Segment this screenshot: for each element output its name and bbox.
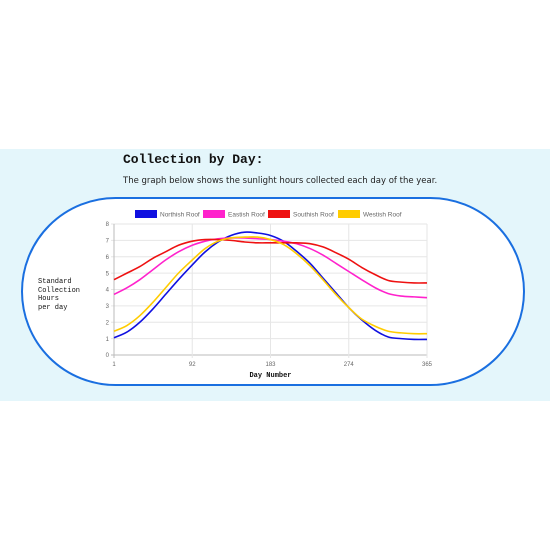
y-axis-label-line: Standard	[38, 278, 72, 286]
legend-label: Westish Roof	[363, 212, 402, 219]
y-tick-label: 7	[106, 239, 110, 245]
legend-swatch	[203, 210, 225, 218]
legend-swatch	[338, 210, 360, 218]
y-axis-label: Standard Collection Hours per day	[38, 278, 108, 312]
legend-label: Eastish Roof	[228, 212, 265, 219]
section-description: The graph below shows the sunlight hours…	[123, 176, 438, 186]
series-line	[113, 236, 428, 335]
x-tick-label: 183	[265, 362, 276, 368]
legend-label: Northish Roof	[160, 212, 200, 219]
section-title: Collection by Day:	[123, 152, 264, 167]
x-tick-label: 365	[422, 362, 433, 368]
y-tick-label: 5	[106, 271, 110, 277]
y-tick-label: 1	[106, 337, 110, 343]
y-tick-label: 3	[106, 304, 110, 310]
y-tick-label: 0	[106, 353, 110, 359]
x-axis-title: Day Number	[249, 372, 291, 380]
legend-swatch	[135, 210, 157, 218]
series-line	[113, 238, 428, 284]
y-axis-label-line: Hours	[38, 295, 60, 303]
y-tick-label: 2	[106, 320, 110, 326]
x-tick-label: 274	[344, 362, 355, 368]
legend-swatch	[268, 210, 290, 218]
x-tick-label: 92	[189, 362, 196, 368]
y-tick-label: 4	[106, 288, 110, 294]
y-axis-label-line: per day	[38, 303, 68, 312]
y-tick-label: 6	[106, 255, 110, 261]
y-axis-label-line: Collection	[38, 286, 81, 295]
y-tick-label: 8	[106, 222, 110, 228]
x-tick-label: 1	[112, 362, 116, 368]
series-line	[113, 231, 428, 341]
legend-label: Southish Roof	[293, 212, 334, 219]
